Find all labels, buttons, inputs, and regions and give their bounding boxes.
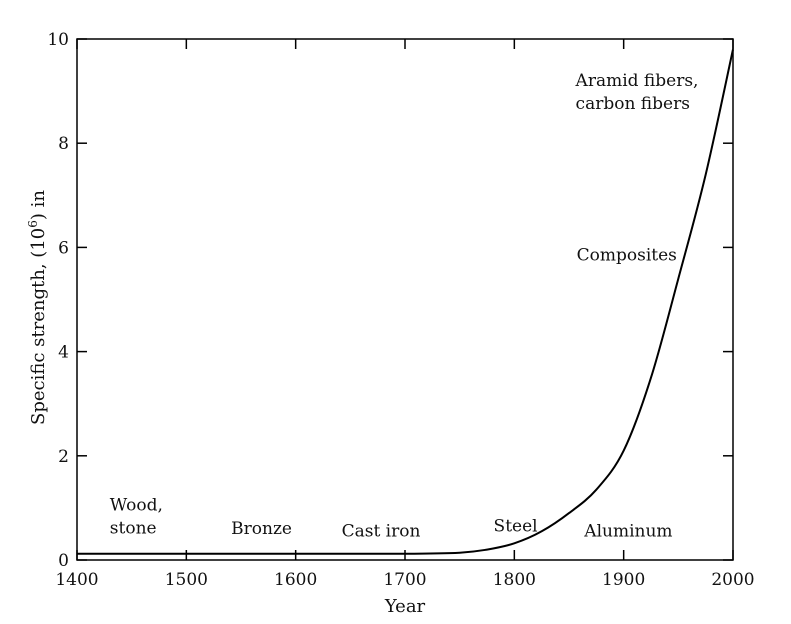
x-tick-label: 1600 [274,570,317,590]
series-line [77,49,734,555]
annotation-line: Steel [494,516,538,536]
annotations: Wood, stone Bronze Cast iron Steel Aluminum Co… [110,71,699,542]
x-tick-label: 1500 [165,570,208,590]
y-axis-title-main: Specific strength, (10 [28,228,49,425]
x-tick-label: 2000 [711,570,754,590]
axis-tick-labels: 1400 1500 1600 1700 1800 1900 2000 0 2 4 6 8 10 [47,30,754,590]
axis-ticks [76,38,734,561]
y-tick-label: 8 [58,134,69,154]
x-tick-label: 1900 [602,570,645,590]
annotation-line: Wood, [110,496,163,516]
y-tick-label: 2 [58,447,69,467]
y-tick-label: 4 [58,343,69,363]
y-tick-label: 10 [47,30,69,50]
y-tick-label: 0 [58,551,69,571]
annotation-label: Composites [577,245,677,265]
annotation-line: carbon fibers [576,94,690,114]
annotation-label: Bronze [231,519,292,539]
x-tick-label: 1400 [55,570,98,590]
annotation-label: Steel [494,516,538,536]
annotation-label: Aluminum [583,522,672,542]
annotation-label: Aramid fibers, carbon fibers [575,71,699,114]
annotation-line: Cast iron [342,522,421,542]
annotation-line: stone [110,519,157,539]
y-tick-label: 6 [58,238,69,258]
annotation-line: Composites [577,245,677,265]
annotation-line: Aluminum [583,522,672,542]
y-axis-title: Specific strength, (106) in [26,190,49,425]
y-axis-title-superscript: 6 [26,220,40,228]
x-tick-label: 1800 [493,570,536,590]
annotation-label: Cast iron [342,522,421,542]
annotation-line: Bronze [231,519,292,539]
annotation-label: Wood, stone [110,496,163,539]
annotation-line: Aramid fibers, [575,71,699,91]
x-tick-label: 1700 [383,570,426,590]
plot-frame [76,38,734,561]
y-axis-title-end: ) in [28,190,49,221]
x-axis-title: Year [384,596,426,617]
